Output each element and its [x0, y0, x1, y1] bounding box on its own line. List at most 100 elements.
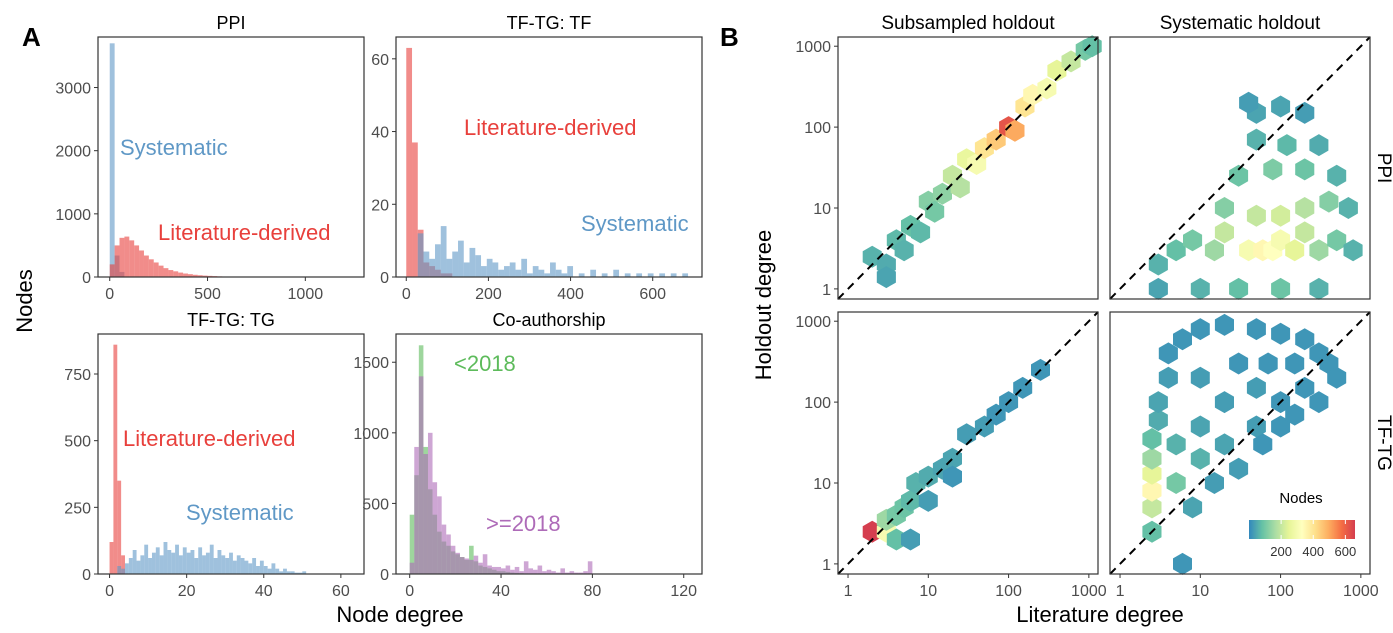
hex-cell — [1191, 318, 1210, 340]
legend-title: Nodes — [1279, 490, 1322, 507]
histogram-bar — [410, 563, 415, 574]
histogram-bar — [478, 563, 483, 574]
x-tick-label: 120 — [670, 583, 697, 600]
histogram-bar — [110, 43, 115, 277]
histogram-bar — [424, 252, 430, 277]
histogram-bar — [465, 558, 470, 574]
histogram-bar — [134, 245, 139, 277]
histogram-bar — [237, 555, 241, 574]
histogram-bar — [510, 570, 515, 574]
histogram-bar — [464, 262, 470, 277]
hex-cell — [1229, 353, 1248, 375]
y-tick-label: 1000 — [353, 426, 389, 443]
y-tick-label: 1000 — [795, 314, 831, 331]
y-tick-label: 2000 — [55, 144, 91, 161]
histogram-bar — [167, 550, 171, 574]
histogram-bar — [171, 553, 175, 574]
histogram-bar — [241, 558, 245, 574]
histogram-bar — [117, 566, 121, 574]
histogram-bar — [423, 454, 428, 574]
histogram-bar — [156, 547, 160, 574]
hex-cell — [1205, 472, 1224, 494]
histogram-bar — [210, 545, 214, 574]
hex-cell — [901, 529, 920, 551]
x-tick-label: 0 — [405, 583, 414, 600]
y-tick-label: 10 — [813, 201, 831, 218]
y-tick-label: 1 — [822, 282, 831, 299]
hex-cell — [1247, 205, 1266, 227]
panel-label-a: A — [22, 22, 41, 52]
histogram-bar — [179, 555, 183, 574]
histogram-bar — [496, 567, 501, 574]
histogram-bar — [501, 568, 506, 574]
histogram-bar — [173, 271, 178, 277]
x-tick-label: 1 — [1116, 583, 1125, 600]
histogram-bar — [470, 248, 476, 277]
histogram-bar — [137, 561, 141, 574]
hex-cell — [1183, 496, 1202, 518]
histogram-bar — [429, 259, 435, 277]
histogram-bar — [469, 560, 474, 574]
hex-cell — [1142, 448, 1161, 470]
x-tick-label: 1000 — [1071, 583, 1107, 600]
histogram-bar — [168, 270, 173, 277]
histogram-bar — [458, 241, 464, 277]
series-annotation: Literature-derived — [464, 115, 636, 140]
histogram-bar — [452, 252, 458, 277]
hist-y-axis-label: Nodes — [12, 269, 37, 333]
histogram-bar — [159, 266, 164, 277]
hex-cell — [1295, 221, 1314, 243]
histogram-bar — [414, 447, 419, 574]
histogram-bar — [252, 558, 256, 574]
histogram-bar — [164, 268, 169, 277]
y-tick-label: 1000 — [55, 207, 91, 224]
panel-title: Subsampled holdout — [881, 13, 1055, 34]
y-tick-label: 500 — [64, 434, 91, 451]
histogram-bar — [283, 569, 287, 574]
series-annotation: >=2018 — [486, 511, 561, 536]
histogram-bar — [198, 547, 202, 574]
hex-cell — [1327, 229, 1346, 251]
histogram-bar — [144, 545, 148, 574]
hex-cell — [1215, 391, 1234, 413]
histogram-bar — [233, 561, 237, 574]
histogram-bar — [590, 270, 596, 277]
histogram-bar — [187, 553, 191, 574]
x-tick-label: 1000 — [1343, 583, 1379, 600]
histogram-bar — [441, 226, 447, 277]
histogram-bar — [160, 555, 164, 574]
histogram-bar — [515, 567, 520, 574]
histogram-bar — [121, 569, 125, 574]
x-tick-label: 80 — [583, 583, 601, 600]
y-tick-label: 250 — [64, 500, 91, 517]
x-tick-label: 500 — [194, 286, 221, 303]
panel-title: Co-authorship — [492, 310, 605, 330]
y-tick-label: 750 — [64, 367, 91, 384]
series-annotation: Literature-derived — [123, 426, 295, 451]
hex-cell — [1191, 367, 1210, 389]
y-tick-label: 100 — [804, 120, 831, 137]
y-tick-label: 1500 — [353, 355, 389, 372]
histogram-bar — [129, 240, 134, 277]
hex-cell — [1149, 278, 1168, 300]
histogram-bar — [516, 270, 522, 277]
x-tick-label: 400 — [557, 286, 584, 303]
y-tick-label: 0 — [82, 567, 91, 584]
histogram-bar — [510, 262, 516, 277]
hex-cell — [1205, 239, 1224, 261]
x-tick-label: 200 — [475, 286, 502, 303]
hex-cell — [1319, 191, 1338, 213]
panel-title: Systematic holdout — [1160, 13, 1321, 34]
histogram-bar — [152, 553, 156, 574]
hex-cell — [1191, 278, 1210, 300]
y-tick-label: 1 — [822, 557, 831, 574]
y-tick-label: 40 — [371, 125, 389, 142]
histogram-bar — [218, 550, 222, 574]
histogram-bar — [140, 555, 144, 574]
histogram-bar — [451, 546, 456, 574]
y-tick-label: 100 — [804, 395, 831, 412]
histogram-bar — [539, 270, 545, 277]
